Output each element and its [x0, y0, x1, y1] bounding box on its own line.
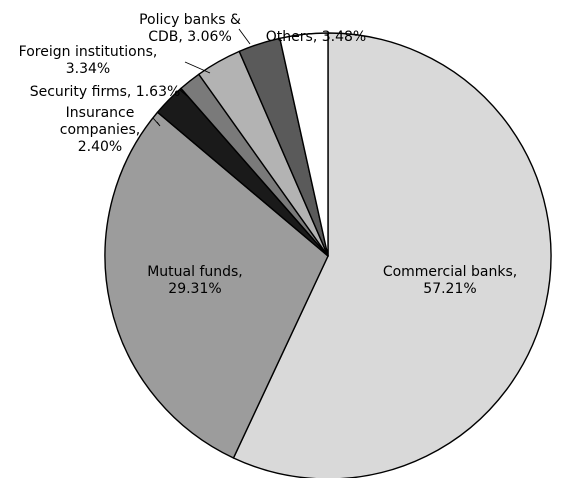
slice-label-foreign-institutions: Foreign institutions, 3.34%: [19, 44, 158, 77]
slice-label-insurance-companies: Insurance companies, 2.40%: [60, 105, 141, 155]
pie-slice-commercial-banks: [232, 32, 552, 478]
slice-label-others: Others, 3.48%: [266, 29, 366, 45]
slice-label-mutual-funds: Mutual funds, 29.31%: [147, 264, 243, 297]
pie-slice-others: [279, 32, 329, 257]
leader-line-policy-banks-cdb: [238, 28, 251, 45]
pie-slices: [104, 32, 552, 478]
leader-line-insurance-companies: [152, 117, 161, 127]
slice-label-commercial-banks: Commercial banks, 57.21%: [383, 264, 517, 297]
slice-labels: Commercial banks, 57.21% Mutual funds, 29.3…: [19, 12, 518, 297]
leader-line-foreign-institutions: [184, 61, 211, 74]
leader-line-security-firms: [179, 89, 188, 97]
pie-slice-mutual-funds: [104, 111, 329, 459]
slice-label-policy-banks-cdb: Policy banks & CDB, 3.06%: [139, 12, 241, 45]
leader-lines: [152, 28, 251, 127]
slice-label-security-firms: Security firms, 1.63%: [30, 84, 181, 100]
